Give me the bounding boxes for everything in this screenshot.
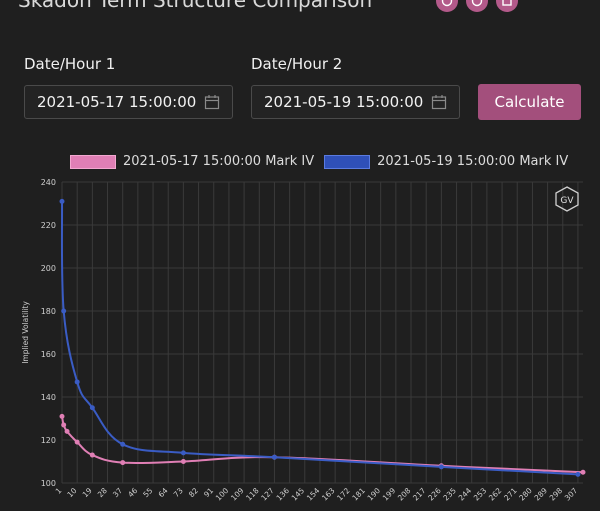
x-tick-label: 73 — [172, 486, 185, 499]
help-icon[interactable] — [466, 0, 488, 12]
x-tick-label: 289 — [533, 486, 550, 503]
data-point-series-2 — [120, 441, 126, 447]
y-tick-label: 220 — [41, 221, 56, 230]
x-tick-label: 271 — [502, 486, 519, 503]
x-tick-label: 253 — [472, 486, 489, 503]
y-tick-label: 180 — [41, 307, 56, 316]
legend-label-series1: 2021-05-17 15:00:00 Mark IV — [123, 154, 315, 169]
x-tick-label: 118 — [244, 486, 261, 503]
x-tick-label: 307 — [563, 486, 580, 503]
x-tick-label: 136 — [275, 486, 292, 503]
legend-item-series2[interactable]: 2021-05-19 15:00:00 Mark IV — [324, 154, 568, 169]
data-point-series-1 — [74, 439, 80, 445]
calendar-icon[interactable] — [204, 94, 220, 110]
data-point-series-2 — [89, 405, 95, 411]
page-title: Skadon Term Structure Comparison — [18, 0, 373, 12]
y-tick-label: 120 — [41, 436, 56, 445]
data-point-series-2 — [271, 454, 277, 460]
y-tick-label: 200 — [41, 264, 56, 273]
legend-swatch-series1 — [70, 154, 116, 169]
x-tick-label: 46 — [126, 486, 139, 499]
x-tick-label: 244 — [457, 486, 474, 503]
x-tick-label: 298 — [548, 486, 565, 503]
data-point-series-2 — [74, 379, 80, 385]
date2-label: Date/Hour 2 — [251, 55, 343, 73]
data-point-series-2 — [438, 464, 444, 470]
x-tick-label: 109 — [229, 486, 246, 503]
x-tick-label: 145 — [290, 486, 307, 503]
x-tick-label: 37 — [111, 486, 124, 499]
data-point-series-1 — [180, 459, 186, 464]
x-tick-label: 82 — [187, 486, 200, 499]
date1-input[interactable]: 2021-05-17 15:00:00 — [24, 85, 233, 119]
calendar-icon[interactable] — [431, 94, 447, 110]
x-tick-label: 55 — [141, 486, 154, 499]
calculate-button[interactable]: Calculate — [478, 84, 581, 120]
legend-swatch-series2 — [324, 154, 371, 169]
x-tick-label: 208 — [396, 486, 413, 503]
x-tick-label: 1 — [54, 486, 64, 496]
x-tick-label: 217 — [411, 486, 428, 503]
y-tick-label: 100 — [41, 479, 56, 488]
download-icon[interactable] — [496, 0, 518, 12]
x-tick-label: 154 — [305, 486, 322, 503]
info-icon[interactable] — [436, 0, 458, 12]
data-point-series-1 — [61, 422, 67, 428]
gv-logo: GV — [555, 186, 579, 212]
data-point-series-1 — [59, 413, 65, 419]
legend-item-series1[interactable]: 2021-05-17 15:00:00 Mark IV — [70, 154, 314, 169]
data-point-series-1 — [120, 460, 126, 466]
x-tick-label: 235 — [441, 486, 458, 503]
date2-value: 2021-05-19 15:00:00 — [264, 93, 424, 111]
x-tick-label: 91 — [202, 486, 215, 499]
chart-legend: 2021-05-17 15:00:00 Mark IV 2021-05-19 1… — [70, 154, 578, 169]
x-tick-label: 226 — [426, 486, 443, 503]
data-point-series-2 — [180, 450, 186, 456]
x-tick-label: 163 — [320, 486, 337, 503]
series-line-1 — [61, 416, 584, 474]
data-point-series-2 — [575, 471, 581, 477]
x-tick-label: 10 — [65, 486, 78, 499]
x-tick-label: 64 — [157, 486, 170, 499]
x-tick-label: 100 — [214, 486, 231, 503]
y-tick-label: 240 — [41, 178, 56, 187]
data-point-series-1 — [89, 452, 95, 458]
x-tick-label: 181 — [350, 486, 367, 503]
date1-label: Date/Hour 1 — [24, 55, 116, 73]
legend-label-series2: 2021-05-19 15:00:00 Mark IV — [377, 154, 569, 169]
x-tick-label: 172 — [335, 486, 352, 503]
x-tick-label: 262 — [487, 486, 504, 503]
x-tick-label: 28 — [96, 486, 109, 499]
x-tick-label: 127 — [259, 486, 276, 503]
data-point-series-2 — [59, 198, 65, 204]
date1-value: 2021-05-17 15:00:00 — [37, 93, 197, 111]
data-point-series-1 — [580, 469, 586, 475]
date2-input[interactable]: 2021-05-19 15:00:00 — [251, 85, 460, 119]
x-tick-label: 190 — [366, 486, 383, 503]
series-line-2 — [60, 201, 578, 476]
data-point-series-1 — [64, 428, 70, 434]
y-axis-label: Implied Volatility — [21, 301, 30, 364]
x-tick-label: 19 — [81, 486, 94, 499]
header-actions — [436, 0, 518, 12]
y-tick-label: 160 — [41, 350, 56, 359]
y-tick-label: 140 — [41, 393, 56, 402]
data-point-series-2 — [61, 308, 67, 314]
gv-logo-text: GV — [560, 196, 574, 206]
x-tick-label: 280 — [517, 486, 534, 503]
x-tick-label: 199 — [381, 486, 398, 503]
